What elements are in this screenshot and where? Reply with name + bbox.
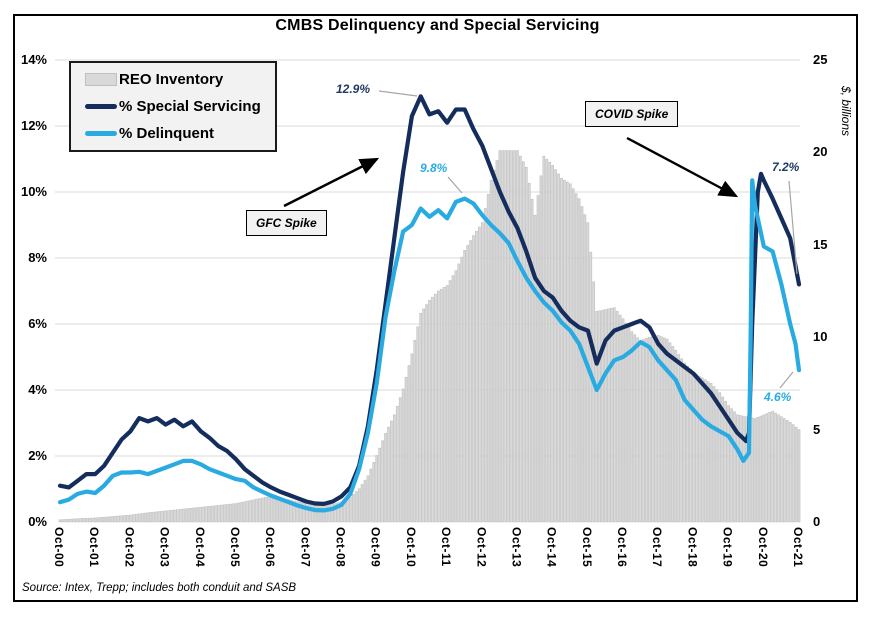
x-axis-tick-label: Oct-12: [474, 527, 489, 568]
left-axis-tick-label: 10%: [20, 184, 47, 199]
legend-item-reo-inventory: REO Inventory: [85, 71, 271, 88]
legend: REO Inventory % Special Servicing % Deli…: [69, 61, 277, 152]
annotation-arrow: [283, 157, 380, 208]
legend-label: % Special Servicing: [119, 98, 261, 115]
left-axis-tick-label: 8%: [28, 250, 47, 265]
left-axis-tick-label: 0%: [28, 514, 47, 529]
x-axis-tick-label: Oct-17: [650, 527, 665, 568]
x-axis-tick-label: Oct-02: [122, 527, 137, 568]
chart-title: CMBS Delinquency and Special Servicing: [275, 17, 600, 34]
x-axis-tick-label: Oct-00: [52, 527, 66, 568]
right-axis-tick-label: 15: [813, 236, 828, 252]
label-leader-line: [788, 180, 798, 275]
right-axis-tick-label: 25: [813, 52, 828, 67]
x-axis-tick-label: Oct-14: [544, 527, 559, 568]
delinquent-peak-label: 9.8%: [420, 161, 448, 175]
delinquent-line: [57, 178, 802, 513]
right-axis-title: $, billions: [839, 86, 853, 137]
x-axis-tick-label: Oct-01: [87, 527, 102, 568]
x-axis-tick-label: Oct-05: [227, 527, 242, 568]
chart-border: [13, 14, 858, 602]
x-axis-tick-label: Oct-06: [263, 527, 278, 568]
right-axis-tick-label: 0: [813, 514, 821, 529]
x-axis-tick-label: Oct-19: [720, 527, 735, 568]
special-servicing-latest-label: 7.2%: [772, 160, 800, 174]
right-axis-tick-label: 5: [813, 421, 821, 437]
label-leader-line: [447, 176, 463, 194]
x-axis-tick-label: Oct-18: [685, 527, 700, 568]
x-axis-tick-label: Oct-16: [615, 527, 630, 568]
gfc-spike-callout: GFC Spike: [246, 210, 327, 236]
left-axis-tick-label: 4%: [28, 382, 47, 397]
special-servicing-line: [57, 94, 802, 506]
legend-label: REO Inventory: [119, 71, 224, 88]
legend-item-delinquent: % Delinquent: [85, 125, 271, 142]
x-axis-tick-label: Oct-20: [755, 527, 770, 568]
label-leader-line: [779, 371, 794, 389]
left-axis-tick-label: 2%: [28, 448, 47, 463]
x-axis-tick-label: Oct-21: [791, 527, 805, 568]
right-axis-tick-label: 20: [813, 144, 828, 160]
source-note: Source: Intex, Trepp; includes both cond…: [22, 582, 297, 594]
x-axis-tick-label: Oct-08: [333, 527, 348, 568]
x-axis-tick-label: Oct-03: [157, 527, 172, 568]
x-axis-tick-label: Oct-13: [509, 527, 524, 568]
x-axis-tick-label: Oct-09: [368, 527, 383, 568]
reo-inventory-bars: [58, 150, 801, 523]
annotation-arrow: [626, 136, 739, 198]
x-axis-tick-label: Oct-11: [439, 527, 454, 567]
label-leader-line: [378, 90, 418, 97]
x-axis-tick-label: Oct-07: [298, 527, 313, 568]
left-axis-tick-label: 6%: [28, 316, 47, 331]
special-servicing-line-swatch-icon: [85, 104, 117, 109]
left-axis-tick-label: 12%: [20, 118, 47, 133]
special-servicing-peak-label: 12.9%: [336, 82, 371, 96]
x-axis-tick-label: Oct-15: [579, 527, 594, 568]
delinquent-latest-label: 4.6%: [764, 390, 792, 404]
x-axis-tick-label: Oct-10: [403, 527, 418, 568]
x-axis-tick-label: Oct-04: [192, 527, 207, 568]
legend-label: % Delinquent: [119, 125, 215, 142]
legend-item-special-servicing: % Special Servicing: [85, 98, 271, 115]
right-axis-tick-label: 10: [813, 329, 828, 345]
delinquent-line-swatch-icon: [85, 131, 117, 136]
covid-spike-callout: COVID Spike: [585, 101, 679, 127]
left-axis-tick-label: 14%: [20, 52, 47, 67]
reo-inventory-swatch-icon: [85, 73, 117, 86]
